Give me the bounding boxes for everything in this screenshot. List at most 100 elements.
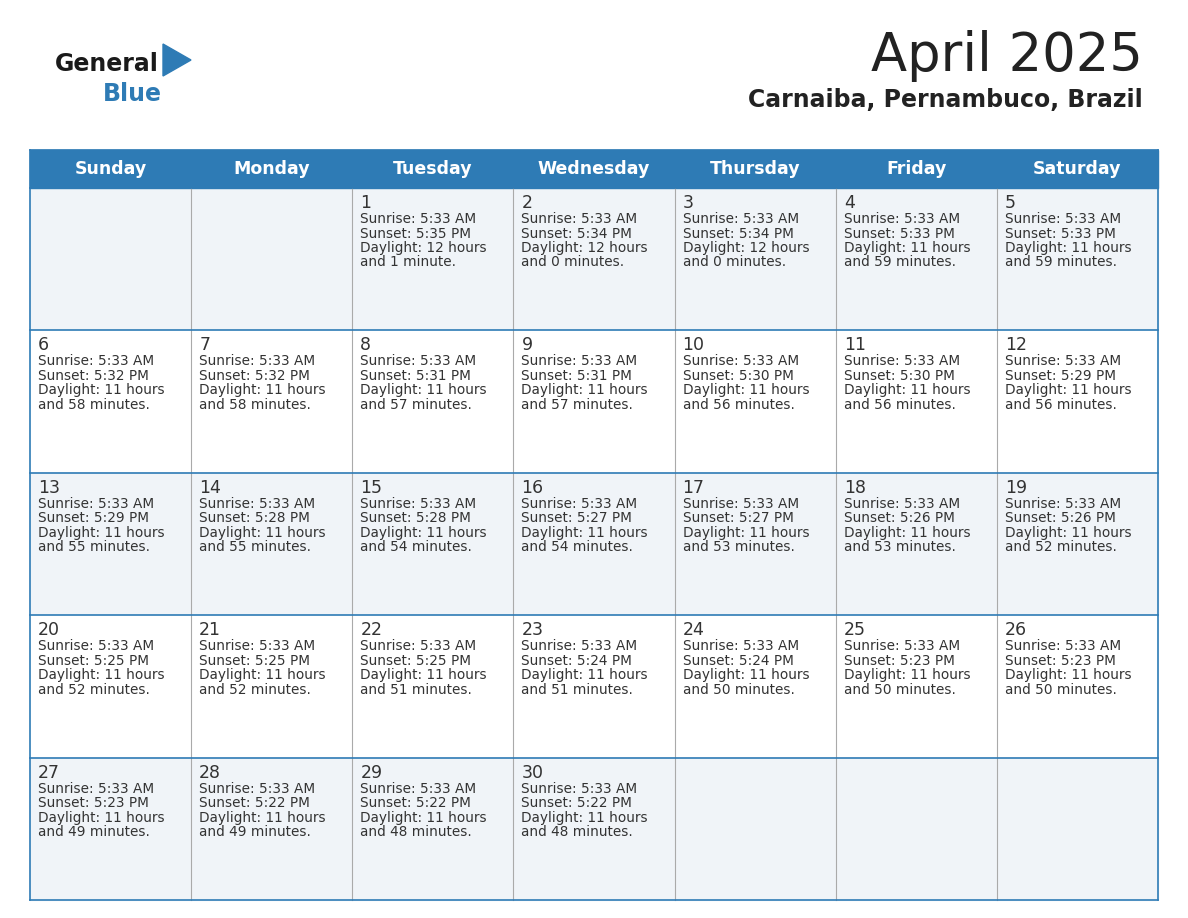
Text: 23: 23 [522, 621, 543, 639]
Bar [30, 330, 1158, 473]
Text: 19: 19 [1005, 479, 1026, 497]
Text: 22: 22 [360, 621, 383, 639]
Text: Thursday: Thursday [710, 160, 801, 178]
Text: Daylight: 11 hours: Daylight: 11 hours [843, 241, 971, 255]
Text: and 52 minutes.: and 52 minutes. [1005, 541, 1117, 554]
Text: Daylight: 11 hours: Daylight: 11 hours [200, 384, 326, 397]
Text: and 58 minutes.: and 58 minutes. [200, 397, 311, 412]
Text: Sunset: 5:24 PM: Sunset: 5:24 PM [522, 654, 632, 667]
Text: Daylight: 11 hours: Daylight: 11 hours [843, 384, 971, 397]
Text: and 48 minutes.: and 48 minutes. [522, 825, 633, 839]
Text: and 50 minutes.: and 50 minutes. [843, 683, 955, 697]
Text: Sunrise: 5:33 AM: Sunrise: 5:33 AM [683, 639, 798, 654]
Text: Sunrise: 5:33 AM: Sunrise: 5:33 AM [683, 212, 798, 226]
Text: Sunrise: 5:33 AM: Sunrise: 5:33 AM [1005, 354, 1121, 368]
Text: Sunset: 5:22 PM: Sunset: 5:22 PM [200, 796, 310, 810]
Text: Daylight: 11 hours: Daylight: 11 hours [522, 668, 647, 682]
Text: Daylight: 11 hours: Daylight: 11 hours [1005, 241, 1131, 255]
Text: Sunset: 5:31 PM: Sunset: 5:31 PM [522, 369, 632, 383]
Text: Sunrise: 5:33 AM: Sunrise: 5:33 AM [683, 354, 798, 368]
Text: and 56 minutes.: and 56 minutes. [683, 397, 795, 412]
Text: and 50 minutes.: and 50 minutes. [683, 683, 795, 697]
Text: 28: 28 [200, 764, 221, 781]
Text: Sunset: 5:33 PM: Sunset: 5:33 PM [1005, 227, 1116, 241]
Text: Daylight: 11 hours: Daylight: 11 hours [683, 384, 809, 397]
Text: Sunrise: 5:33 AM: Sunrise: 5:33 AM [360, 497, 476, 510]
Text: Daylight: 11 hours: Daylight: 11 hours [200, 668, 326, 682]
Text: 20: 20 [38, 621, 61, 639]
Text: Saturday: Saturday [1034, 160, 1121, 178]
Text: 13: 13 [38, 479, 61, 497]
Text: Daylight: 11 hours: Daylight: 11 hours [1005, 668, 1131, 682]
Text: Sunset: 5:28 PM: Sunset: 5:28 PM [360, 511, 472, 525]
Text: Sunrise: 5:33 AM: Sunrise: 5:33 AM [522, 639, 638, 654]
Text: and 0 minutes.: and 0 minutes. [683, 255, 785, 270]
Text: Monday: Monday [233, 160, 310, 178]
Text: Sunrise: 5:33 AM: Sunrise: 5:33 AM [360, 781, 476, 796]
Text: Sunset: 5:30 PM: Sunset: 5:30 PM [683, 369, 794, 383]
Text: Sunrise: 5:33 AM: Sunrise: 5:33 AM [360, 639, 476, 654]
Text: Sunset: 5:23 PM: Sunset: 5:23 PM [38, 796, 148, 810]
Text: and 57 minutes.: and 57 minutes. [360, 397, 472, 412]
Text: and 51 minutes.: and 51 minutes. [360, 683, 472, 697]
Text: 18: 18 [843, 479, 866, 497]
Text: Daylight: 11 hours: Daylight: 11 hours [360, 668, 487, 682]
Text: Sunrise: 5:33 AM: Sunrise: 5:33 AM [38, 639, 154, 654]
Text: 17: 17 [683, 479, 704, 497]
Text: 5: 5 [1005, 194, 1016, 212]
Text: Daylight: 11 hours: Daylight: 11 hours [522, 811, 647, 824]
Text: and 59 minutes.: and 59 minutes. [1005, 255, 1117, 270]
Text: Sunset: 5:31 PM: Sunset: 5:31 PM [360, 369, 472, 383]
Text: 10: 10 [683, 336, 704, 354]
Text: Wednesday: Wednesday [538, 160, 650, 178]
Text: 7: 7 [200, 336, 210, 354]
Text: Sunset: 5:25 PM: Sunset: 5:25 PM [38, 654, 148, 667]
Text: Sunrise: 5:33 AM: Sunrise: 5:33 AM [200, 639, 315, 654]
Text: 8: 8 [360, 336, 372, 354]
Text: and 55 minutes.: and 55 minutes. [200, 541, 311, 554]
Text: Sunset: 5:23 PM: Sunset: 5:23 PM [843, 654, 955, 667]
Text: and 51 minutes.: and 51 minutes. [522, 683, 633, 697]
Text: Daylight: 11 hours: Daylight: 11 hours [683, 668, 809, 682]
Bar [30, 188, 1158, 330]
Text: Sunset: 5:29 PM: Sunset: 5:29 PM [1005, 369, 1116, 383]
Text: Sunset: 5:24 PM: Sunset: 5:24 PM [683, 654, 794, 667]
Text: Sunset: 5:28 PM: Sunset: 5:28 PM [200, 511, 310, 525]
Text: Sunrise: 5:33 AM: Sunrise: 5:33 AM [200, 354, 315, 368]
Text: Sunrise: 5:33 AM: Sunrise: 5:33 AM [522, 781, 638, 796]
Text: 3: 3 [683, 194, 694, 212]
Text: Daylight: 11 hours: Daylight: 11 hours [522, 526, 647, 540]
Text: 12: 12 [1005, 336, 1026, 354]
Text: Daylight: 11 hours: Daylight: 11 hours [38, 811, 165, 824]
Text: and 52 minutes.: and 52 minutes. [200, 683, 311, 697]
Text: Daylight: 11 hours: Daylight: 11 hours [38, 384, 165, 397]
Text: Daylight: 11 hours: Daylight: 11 hours [38, 668, 165, 682]
Text: Sunrise: 5:33 AM: Sunrise: 5:33 AM [38, 354, 154, 368]
Text: Sunset: 5:35 PM: Sunset: 5:35 PM [360, 227, 472, 241]
Text: Daylight: 11 hours: Daylight: 11 hours [843, 668, 971, 682]
Text: Sunrise: 5:33 AM: Sunrise: 5:33 AM [1005, 212, 1121, 226]
Text: Sunset: 5:22 PM: Sunset: 5:22 PM [522, 796, 632, 810]
Text: 14: 14 [200, 479, 221, 497]
Text: Daylight: 11 hours: Daylight: 11 hours [200, 526, 326, 540]
Text: 30: 30 [522, 764, 543, 781]
Text: 9: 9 [522, 336, 532, 354]
Text: Sunrise: 5:33 AM: Sunrise: 5:33 AM [38, 497, 154, 510]
Text: Daylight: 11 hours: Daylight: 11 hours [1005, 526, 1131, 540]
Text: 1: 1 [360, 194, 372, 212]
Text: 21: 21 [200, 621, 221, 639]
Text: Sunset: 5:27 PM: Sunset: 5:27 PM [683, 511, 794, 525]
Text: Sunset: 5:26 PM: Sunset: 5:26 PM [1005, 511, 1116, 525]
Text: Sunrise: 5:33 AM: Sunrise: 5:33 AM [522, 497, 638, 510]
Text: Sunrise: 5:33 AM: Sunrise: 5:33 AM [200, 781, 315, 796]
Text: 11: 11 [843, 336, 866, 354]
Text: Sunset: 5:33 PM: Sunset: 5:33 PM [843, 227, 955, 241]
Text: 2: 2 [522, 194, 532, 212]
Text: Daylight: 11 hours: Daylight: 11 hours [360, 811, 487, 824]
Text: Blue: Blue [103, 82, 162, 106]
Text: and 49 minutes.: and 49 minutes. [38, 825, 150, 839]
Text: Sunrise: 5:33 AM: Sunrise: 5:33 AM [683, 497, 798, 510]
Text: Daylight: 12 hours: Daylight: 12 hours [683, 241, 809, 255]
Text: and 52 minutes.: and 52 minutes. [38, 683, 150, 697]
Text: Sunrise: 5:33 AM: Sunrise: 5:33 AM [1005, 497, 1121, 510]
